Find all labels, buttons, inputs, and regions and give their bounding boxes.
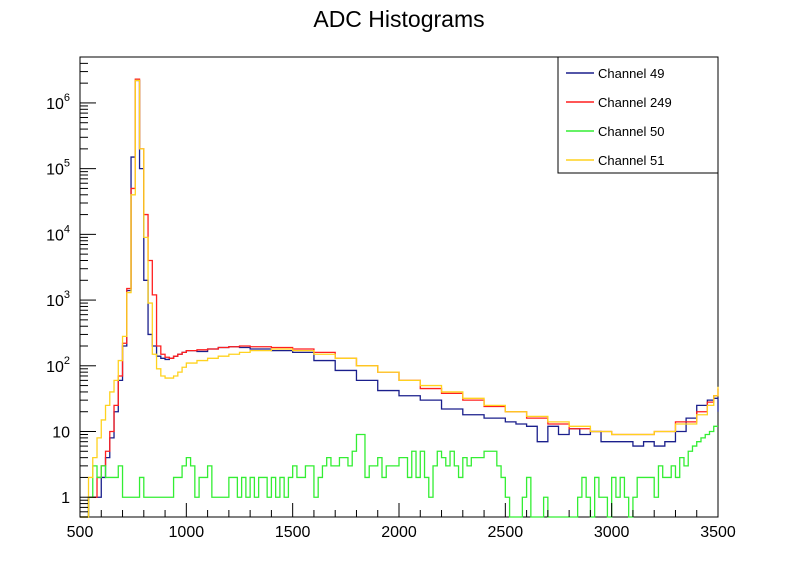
x-tick-label: 500 — [67, 524, 94, 541]
legend-label: Channel 249 — [598, 95, 672, 110]
x-tick-label: 2000 — [381, 524, 417, 541]
x-tick-label: 3500 — [700, 524, 736, 541]
y-tick-label: 103 — [46, 289, 70, 310]
y-tick-label: 104 — [46, 223, 70, 244]
x-tick-label: 1000 — [169, 524, 205, 541]
legend: Channel 49 Channel 249 Channel 50 Channel 5… — [557, 56, 719, 174]
y-tick-label: 10 — [52, 425, 70, 442]
y-tick-label: 106 — [46, 92, 70, 113]
x-tick-label: 2500 — [488, 524, 524, 541]
series-layer — [80, 78, 719, 518]
series-3-line — [80, 425, 718, 518]
legend-label: Channel 51 — [598, 153, 665, 168]
y-tick-label: 102 — [46, 355, 70, 376]
chart-title: ADC Histograms — [313, 6, 484, 32]
series-4-line — [80, 79, 719, 518]
x-tick-label: 3000 — [594, 524, 630, 541]
x-tick-label: 1500 — [275, 524, 311, 541]
axis-layer: 500 1000 1500 2000 2500 3000 3500 1 10 102 103 104 1… — [46, 56, 736, 541]
legend-label: Channel 49 — [598, 66, 665, 81]
y-tick-label: 1 — [61, 490, 70, 507]
legend-box — [557, 56, 719, 174]
legend-label: Channel 50 — [598, 124, 665, 139]
y-tick-label: 105 — [46, 158, 70, 179]
